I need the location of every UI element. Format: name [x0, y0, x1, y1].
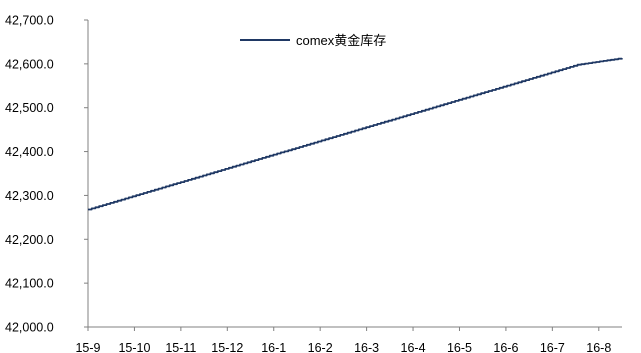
- series-layer: [88, 57, 623, 211]
- x-tick-label: 16-4: [401, 341, 426, 353]
- x-tick-label: 15-11: [165, 341, 196, 353]
- x-tick-label: 16-7: [540, 341, 565, 353]
- x-tick-label: 16-3: [354, 341, 379, 353]
- axes: [84, 19, 622, 331]
- legend: comex黄金库存: [240, 33, 386, 48]
- legend-label: comex黄金库存: [296, 33, 386, 48]
- y-tick-label: 42,400.0: [5, 145, 54, 159]
- y-tick-label: 42,300.0: [5, 189, 54, 203]
- y-tick-label: 42,000.0: [5, 321, 54, 335]
- y-tick-label: 42,100.0: [5, 277, 54, 291]
- series-line-comex-gold-inventory: [88, 57, 623, 211]
- x-tick-label: 16-2: [308, 341, 333, 353]
- y-tick-label: 42,600.0: [5, 57, 54, 71]
- y-tick-labels: 42,000.0 42,100.0 42,200.0 42,300.0 42,400.0…: [5, 14, 54, 335]
- y-tick-label: 42,700.0: [5, 14, 54, 28]
- x-tick-label: 15-12: [211, 341, 243, 353]
- y-tick-label: 42,500.0: [5, 101, 54, 115]
- x-tick-label: 15-9: [75, 341, 100, 353]
- x-tick-labels: 15-9 15-10 15-11 15-12 16-1 16-2 16-3 16-4 16-5 1…: [75, 341, 611, 353]
- x-tick-label: 16-6: [493, 341, 518, 353]
- y-tick-label: 42,200.0: [5, 233, 54, 247]
- x-tick-label: 16-8: [586, 341, 611, 353]
- x-tick-label: 16-1: [261, 341, 286, 353]
- x-tick-label: 16-5: [447, 341, 472, 353]
- x-tick-label: 15-10: [118, 341, 150, 353]
